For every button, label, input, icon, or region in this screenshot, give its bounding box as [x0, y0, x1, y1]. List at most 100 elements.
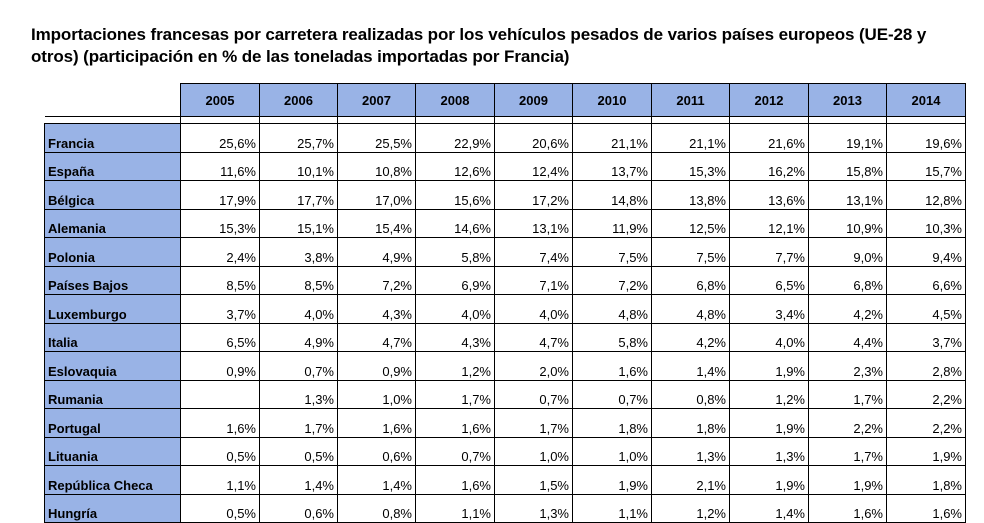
value-cell: 21,6% — [729, 123, 809, 153]
value-cell: 2,8% — [886, 351, 966, 381]
country-cell: Lituania — [44, 436, 181, 466]
value-cell: 0,7% — [259, 351, 338, 381]
country-cell: Países Bajos — [44, 265, 181, 295]
value-cell — [180, 379, 260, 409]
table-row: Italia 6,5% 4,9% 4,7% 4,3% 4,7% 5,8% 4,2% 4,0% 4,… — [44, 322, 966, 352]
table-row: Luxemburgo 3,7% 4,0% 4,3% 4,0% 4,0% 4,8% 4,8% 3,… — [44, 294, 966, 324]
value-cell: 4,9% — [259, 322, 338, 352]
imports-table: 2005 2006 2007 2008 2009 2010 2011 2012 … — [44, 83, 966, 523]
value-cell: 1,4% — [259, 465, 338, 495]
value-cell: 0,9% — [337, 351, 416, 381]
table-row: España 11,6% 10,1% 10,8% 12,6% 12,4% 13,7% 15,3… — [44, 151, 966, 181]
value-cell: 7,2% — [337, 265, 416, 295]
value-cell: 9,0% — [808, 237, 887, 267]
country-cell: Hungría — [44, 493, 181, 523]
value-cell: 25,7% — [259, 123, 338, 153]
table-row: República Checa 1,1% 1,4% 1,4% 1,6% 1,5% 1,9% 2… — [44, 465, 966, 495]
value-cell: 6,9% — [415, 265, 495, 295]
value-cell: 12,6% — [415, 151, 495, 181]
value-cell: 11,6% — [180, 151, 260, 181]
value-cell: 13,1% — [494, 208, 573, 238]
value-cell: 13,1% — [808, 180, 887, 210]
value-cell: 1,9% — [729, 465, 809, 495]
table-row: Eslovaquia 0,9% 0,7% 0,9% 1,2% 2,0% 1,6% 1,4% 1,… — [44, 351, 966, 381]
value-cell: 6,5% — [729, 265, 809, 295]
year-header: 2010 — [572, 83, 652, 117]
year-header: 2007 — [337, 83, 416, 117]
value-cell: 1,5% — [494, 465, 573, 495]
page-title: Importaciones francesas por carretera re… — [31, 25, 927, 66]
country-cell: República Checa — [44, 465, 181, 495]
country-cell: Polonia — [44, 237, 181, 267]
value-cell: 15,7% — [886, 151, 966, 181]
year-header-row: 2005 2006 2007 2008 2009 2010 2011 2012 … — [44, 83, 966, 117]
value-cell: 13,6% — [729, 180, 809, 210]
table-row: Portugal 1,6% 1,7% 1,6% 1,6% 1,7% 1,8% 1,8% 1,9%… — [44, 408, 966, 438]
value-cell: 0,6% — [337, 436, 416, 466]
value-cell: 1,0% — [494, 436, 573, 466]
table-body: Francia 25,6% 25,7% 25,5% 22,9% 20,6% 21,1% 21,… — [44, 116, 966, 523]
value-cell: 1,7% — [259, 408, 338, 438]
value-cell: 1,2% — [729, 379, 809, 409]
value-cell: 1,9% — [808, 465, 887, 495]
value-cell: 17,7% — [259, 180, 338, 210]
value-cell: 0,6% — [259, 493, 338, 523]
value-cell: 2,0% — [494, 351, 573, 381]
value-cell: 1,1% — [180, 465, 260, 495]
value-cell: 5,8% — [415, 237, 495, 267]
value-cell: 4,0% — [259, 294, 338, 324]
value-cell: 4,2% — [808, 294, 887, 324]
year-header: 2009 — [494, 83, 573, 117]
value-cell: 25,6% — [180, 123, 260, 153]
table-row: Lituania 0,5% 0,5% 0,6% 0,7% 1,0% 1,0% 1,3% 1,3%… — [44, 436, 966, 466]
value-cell: 16,2% — [729, 151, 809, 181]
value-cell: 0,8% — [337, 493, 416, 523]
value-cell: 4,7% — [337, 322, 416, 352]
value-cell: 7,5% — [572, 237, 652, 267]
value-cell: 8,5% — [180, 265, 260, 295]
table-row: Alemania 15,3% 15,1% 15,4% 14,6% 13,1% 11,9% 12… — [44, 208, 966, 238]
value-cell: 1,3% — [494, 493, 573, 523]
value-cell: 21,1% — [651, 123, 730, 153]
year-header: 2014 — [886, 83, 966, 117]
value-cell: 12,8% — [886, 180, 966, 210]
value-cell: 4,0% — [729, 322, 809, 352]
value-cell: 15,4% — [337, 208, 416, 238]
table-row: Hungría 0,5% 0,6% 0,8% 1,1% 1,3% 1,1% 1,2% 1,4% 1… — [44, 493, 966, 523]
value-cell: 14,8% — [572, 180, 652, 210]
value-cell: 1,7% — [494, 408, 573, 438]
value-cell: 21,1% — [572, 123, 652, 153]
value-cell: 15,3% — [180, 208, 260, 238]
value-cell: 9,4% — [886, 237, 966, 267]
value-cell: 1,6% — [180, 408, 260, 438]
value-cell: 2,3% — [808, 351, 887, 381]
value-cell: 1,2% — [651, 493, 730, 523]
value-cell: 6,8% — [808, 265, 887, 295]
value-cell: 2,4% — [180, 237, 260, 267]
value-cell: 1,0% — [572, 436, 652, 466]
value-cell: 4,8% — [651, 294, 730, 324]
value-cell: 13,8% — [651, 180, 730, 210]
value-cell: 1,6% — [415, 408, 495, 438]
value-cell: 1,9% — [886, 436, 966, 466]
country-cell: Rumania — [44, 379, 181, 409]
value-cell: 20,6% — [494, 123, 573, 153]
value-cell: 1,4% — [651, 351, 730, 381]
value-cell: 2,2% — [886, 408, 966, 438]
value-cell: 7,1% — [494, 265, 573, 295]
value-cell: 0,7% — [572, 379, 652, 409]
value-cell: 19,6% — [886, 123, 966, 153]
value-cell: 0,5% — [259, 436, 338, 466]
value-cell: 1,7% — [415, 379, 495, 409]
value-cell: 22,9% — [415, 123, 495, 153]
value-cell: 3,8% — [259, 237, 338, 267]
table-row: Bélgica 17,9% 17,7% 17,0% 15,6% 17,2% 14,8% 13,… — [44, 180, 966, 210]
country-cell: Bélgica — [44, 180, 181, 210]
country-cell: Italia — [44, 322, 181, 352]
value-cell: 0,5% — [180, 436, 260, 466]
value-cell: 1,1% — [415, 493, 495, 523]
value-cell: 10,9% — [808, 208, 887, 238]
value-cell: 2,2% — [808, 408, 887, 438]
value-cell: 4,8% — [572, 294, 652, 324]
value-cell: 4,5% — [886, 294, 966, 324]
